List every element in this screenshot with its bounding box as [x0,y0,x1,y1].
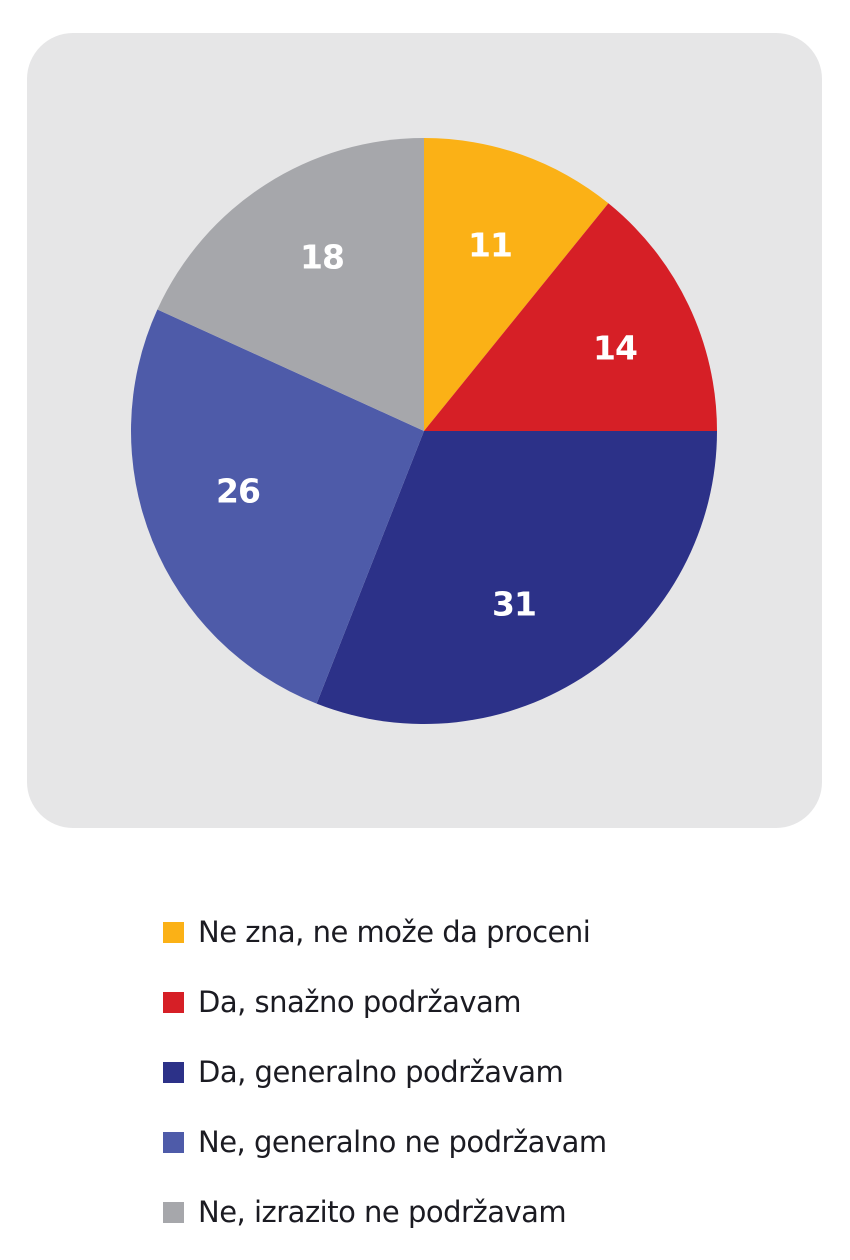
legend-swatch-icon [163,921,184,943]
chart-legend: Ne zna, ne može da proceni Da, snažno po… [163,897,607,1247]
legend-item-izrazito-ne-podrzavam: Ne, izrazito ne podržavam [163,1177,607,1247]
slice-value-label: 14 [593,329,637,368]
pie-slice [131,309,424,704]
legend-label: Da, generalno podržavam [198,1055,564,1089]
legend-item-generalno-ne-podrzavam: Ne, generalno ne podržavam [163,1107,607,1177]
legend-label: Ne zna, ne može da proceni [198,915,591,949]
legend-item-generalno-podrzavam: Da, generalno podržavam [163,1037,607,1107]
legend-swatch-icon [163,991,184,1013]
pie-slice [424,138,609,431]
pie-slice [157,138,424,431]
legend-item-snazno-podrzavam: Da, snažno podržavam [163,967,607,1037]
pie-slice [424,203,717,431]
legend-label: Da, snažno podržavam [198,985,522,1019]
slice-value-label: 18 [300,238,344,277]
slice-value-label: 26 [216,472,260,511]
slice-value-label: 11 [468,226,512,265]
legend-swatch-icon [163,1131,184,1153]
legend-swatch-icon [163,1061,184,1083]
legend-label: Ne, generalno ne podržavam [198,1125,607,1159]
slice-value-label: 31 [492,585,536,624]
pie-chart: 11 14 31 26 18 [131,138,717,725]
legend-label: Ne, izrazito ne podržavam [198,1195,567,1229]
legend-swatch-icon [163,1201,184,1223]
legend-item-ne-zna: Ne zna, ne može da proceni [163,897,607,967]
pie-slice [316,431,717,725]
